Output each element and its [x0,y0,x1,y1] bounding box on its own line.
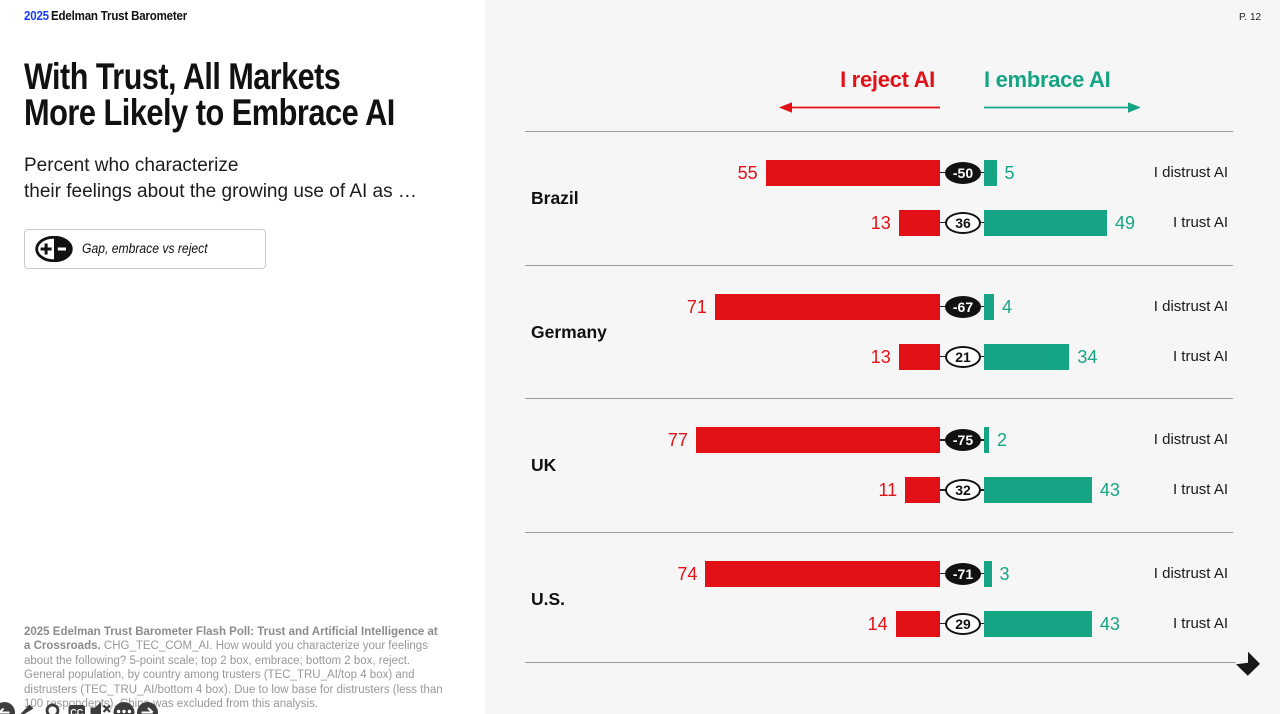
svg-text:CC: CC [70,708,83,714]
